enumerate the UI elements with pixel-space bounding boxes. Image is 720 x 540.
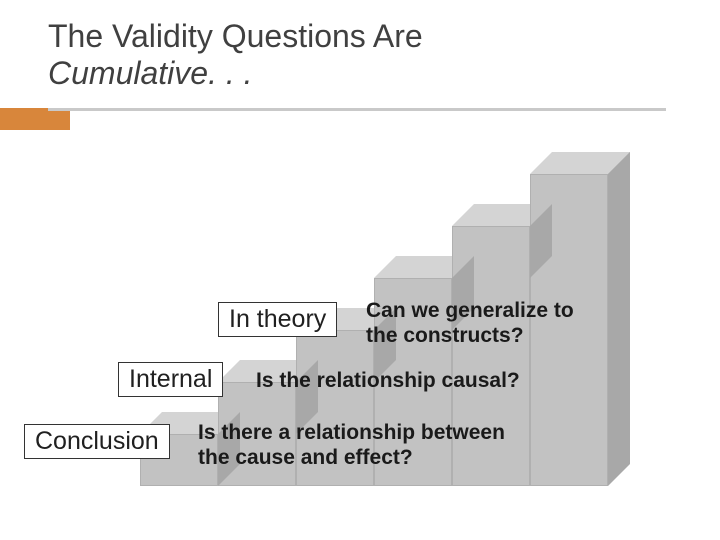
- title-block: The Validity Questions Are Cumulative. .…: [0, 0, 720, 92]
- question-0: Can we generalize tothe constructs?: [366, 298, 574, 348]
- question-line: the constructs?: [366, 323, 574, 348]
- question-2: Is there a relationship betweenthe cause…: [198, 420, 505, 470]
- title-line-2: Cumulative. . .: [48, 55, 720, 92]
- question-line: the cause and effect?: [198, 445, 505, 470]
- question-line: Is the relationship causal?: [256, 368, 520, 393]
- step-label-0: In theory: [218, 302, 337, 337]
- question-1: Is the relationship causal?: [256, 368, 520, 393]
- step-label-1: Internal: [118, 362, 223, 397]
- title-underline: [48, 108, 666, 111]
- accent-bar: [0, 108, 70, 130]
- question-line: Is there a relationship between: [198, 420, 505, 445]
- step-label-2: Conclusion: [24, 424, 170, 459]
- title-line-1: The Validity Questions Are: [48, 18, 720, 55]
- question-line: Can we generalize to: [366, 298, 574, 323]
